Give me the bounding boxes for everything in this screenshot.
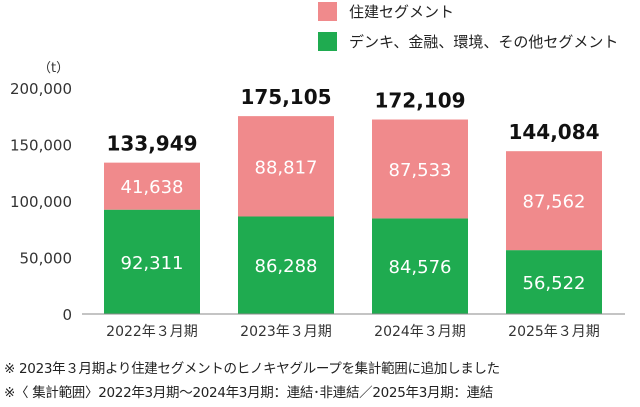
x-tick-label: 2023年３月期 — [240, 324, 332, 340]
x-tick-label: 2025年３月期 — [508, 324, 600, 340]
bar-segment-housing — [506, 151, 602, 251]
bar-total-label: 133,949 — [106, 132, 197, 156]
bar-value-label: 87,562 — [523, 192, 586, 213]
footnote-1: ※ 2023年３月期より住建セグメントのヒノキヤグループを集計範囲に追加しました — [4, 361, 500, 377]
bar-value-label: 56,522 — [523, 273, 586, 294]
bar-segment-other — [104, 209, 200, 314]
bar-value-label: 87,533 — [389, 160, 452, 181]
y-unit-label: （t） — [38, 61, 69, 76]
bar-segment-housing — [238, 116, 334, 217]
bar-total-label: 172,109 — [374, 89, 465, 113]
y-tick-label: 100,000 — [10, 193, 72, 211]
bar-segment-housing — [372, 119, 468, 219]
y-tick-label: 0 — [62, 306, 72, 324]
bar-value-label: 92,311 — [121, 253, 184, 274]
bars: 92,311 41,638 133,949 86,288 88,817 175,105 84… — [104, 85, 602, 314]
footnote-2: ※〈 集計範囲〉2022年3月期～2024年3月期：連結･非連結／2025年3月… — [4, 385, 493, 401]
x-axis: 2022年３月期 2023年３月期 2024年３月期 2025年３月期 — [106, 324, 600, 340]
y-tick-label: 150,000 — [10, 137, 72, 155]
bar-segment-other — [506, 250, 602, 314]
legend-swatch-other — [318, 32, 337, 51]
legend-label-housing: 住建セグメント — [349, 3, 454, 21]
bar-value-label: 86,288 — [255, 256, 318, 277]
legend: 住建セグメント デンキ、金融、環境、その他セグメント — [318, 2, 618, 51]
y-axis: 0 50,000 100,000 150,000 200,000 — [10, 80, 72, 324]
bar-total-label: 175,105 — [240, 85, 331, 109]
bar-value-label: 41,638 — [121, 177, 184, 198]
bar-segment-housing — [104, 162, 200, 210]
y-tick-label: 50,000 — [20, 250, 73, 268]
stacked-bar-chart: 住建セグメント デンキ、金融、環境、その他セグメント （t） 0 50,000 10… — [10, 2, 625, 340]
bar-value-label: 84,576 — [389, 257, 452, 278]
legend-label-other: デンキ、金融、環境、その他セグメント — [349, 33, 618, 51]
bar-segment-other — [372, 218, 468, 314]
bar-value-label: 88,817 — [255, 157, 318, 178]
x-tick-label: 2022年３月期 — [106, 324, 198, 340]
x-tick-label: 2024年３月期 — [374, 324, 466, 340]
legend-swatch-housing — [318, 2, 337, 21]
bar-segment-other — [238, 216, 334, 314]
y-tick-label: 200,000 — [10, 80, 72, 98]
bar-total-label: 144,084 — [508, 120, 599, 144]
